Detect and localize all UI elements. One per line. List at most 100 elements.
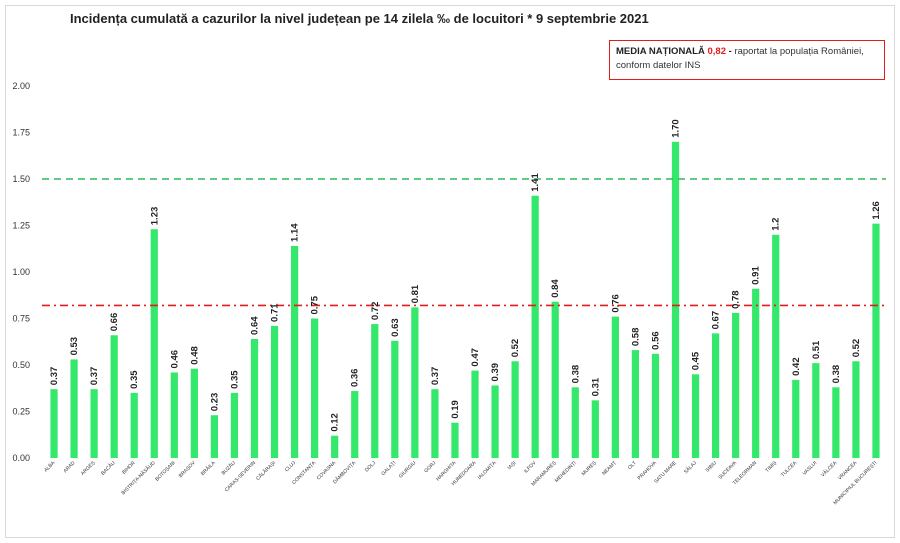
data-label: 0.37 <box>430 367 441 386</box>
category-label: DOLJ <box>364 460 378 474</box>
bar <box>110 335 118 458</box>
bar <box>832 387 840 458</box>
y-tick-label: 0.00 <box>12 453 30 463</box>
bar <box>691 374 700 458</box>
bar <box>391 340 399 458</box>
data-label: 0.19 <box>450 400 461 419</box>
category-label: ILFOV <box>523 460 538 475</box>
data-label: 0.46 <box>169 350 180 369</box>
national-average-label: MEDIA NAȚIONALĂ <box>616 46 705 57</box>
data-label: 0.56 <box>650 331 661 350</box>
data-label: 0.81 <box>410 284 421 303</box>
bar <box>50 389 58 458</box>
category-label: BRAȘOV <box>178 460 197 479</box>
category-label: GORJ <box>423 460 437 474</box>
data-label: 0.91 <box>751 266 762 285</box>
category-label: GALAȚI <box>380 460 397 477</box>
category-label: BOTOȘANI <box>154 460 176 482</box>
category-label: ARGEȘ <box>80 460 97 477</box>
data-label: 0.84 <box>550 279 561 298</box>
category-label: ARAD <box>62 460 76 474</box>
data-label: 0.58 <box>630 328 641 347</box>
data-label: 0.35 <box>129 370 140 389</box>
category-label: MEHEDINȚI <box>554 460 578 484</box>
data-label: 0.42 <box>791 357 802 376</box>
bar <box>591 400 599 458</box>
bar <box>451 422 459 458</box>
data-label: 0.35 <box>229 370 240 389</box>
data-label: 0.66 <box>109 313 120 332</box>
y-tick-label: 1.50 <box>12 174 30 184</box>
bar <box>651 353 660 458</box>
data-label: 1.26 <box>871 201 882 220</box>
bar <box>491 385 499 458</box>
bar <box>130 392 138 458</box>
data-label: 0.36 <box>350 369 361 388</box>
chart-title: Incidența cumulată a cazurilor la nivel … <box>70 11 649 26</box>
category-label: GIURGIU <box>398 460 418 480</box>
data-label: 0.52 <box>851 339 862 358</box>
national-average-description: raportat la populația României, conform … <box>616 46 864 71</box>
y-tick-label: 0.50 <box>12 360 30 370</box>
bar <box>872 223 880 458</box>
bar <box>250 338 259 458</box>
data-label: 0.48 <box>189 346 200 365</box>
data-label: 0.38 <box>570 365 581 384</box>
bar <box>311 318 319 458</box>
category-label: TIMIȘ <box>764 460 778 474</box>
reference-lines <box>42 178 886 307</box>
data-label: 0.67 <box>711 311 722 330</box>
bar <box>371 324 379 458</box>
bar <box>90 389 98 458</box>
bar <box>471 370 479 458</box>
category-label: VÂLCEA <box>819 459 838 478</box>
category-label: TULCEA <box>780 460 799 479</box>
data-label: 0.76 <box>610 294 621 313</box>
category-label: NEAMȚ <box>601 460 618 477</box>
data-label: 0.38 <box>831 365 842 384</box>
bar <box>752 288 760 458</box>
data-label: 1.23 <box>149 207 160 226</box>
bar <box>70 359 78 458</box>
category-label: CĂLĂRAȘI <box>255 459 277 481</box>
y-tick-label: 2.00 <box>12 81 30 91</box>
category-label: BUZĂU <box>220 459 237 476</box>
bar <box>732 312 740 458</box>
data-label: 0.71 <box>270 303 281 322</box>
bar <box>351 391 359 458</box>
bar <box>531 195 539 459</box>
bar <box>170 372 178 458</box>
y-tick-label: 1.25 <box>12 221 30 231</box>
data-label: 0.23 <box>209 393 220 412</box>
bar <box>792 379 800 458</box>
category-label: CLUJ <box>284 460 297 473</box>
data-label: 0.37 <box>89 367 100 386</box>
bar <box>671 141 680 459</box>
category-label: ALBA <box>43 460 57 474</box>
category-label: MUREȘ <box>581 460 598 477</box>
bar <box>511 361 519 458</box>
y-tick-label: 1.00 <box>12 267 30 277</box>
bar <box>270 325 279 458</box>
national-average-legend: MEDIA NAȚIONALĂ 0,82 - raportat la popul… <box>609 40 885 80</box>
category-labels-group: ALBA ARAD ARGEȘ BACĂU BIHORBISTRIȚA-NĂSĂUDBO… <box>43 459 878 506</box>
category-label: BISTRIȚA-NĂSĂUD <box>120 459 157 496</box>
bar <box>551 301 559 458</box>
data-label: 0.52 <box>510 339 521 358</box>
bar <box>571 387 579 458</box>
data-labels-group: 0.37 0.53 0.37 0.66 0.35 1.23 0.46 0.48 0.23 0.35… <box>49 119 882 431</box>
category-label: SĂLAJ <box>682 459 698 475</box>
bar <box>852 361 860 458</box>
data-label: 0.72 <box>370 302 381 321</box>
bar <box>150 229 158 458</box>
data-label: 0.45 <box>691 351 702 370</box>
data-label: 0.75 <box>310 295 321 314</box>
category-label: BACĂU <box>99 459 116 476</box>
data-label: 0.12 <box>330 413 341 432</box>
data-label: 1.2 <box>771 218 782 231</box>
y-tick-label: 1.75 <box>12 128 30 138</box>
bar <box>331 435 339 458</box>
legend-dash: - <box>725 46 735 57</box>
category-label: SATU MARE <box>653 460 678 485</box>
y-tick-label: 0.25 <box>12 407 30 417</box>
